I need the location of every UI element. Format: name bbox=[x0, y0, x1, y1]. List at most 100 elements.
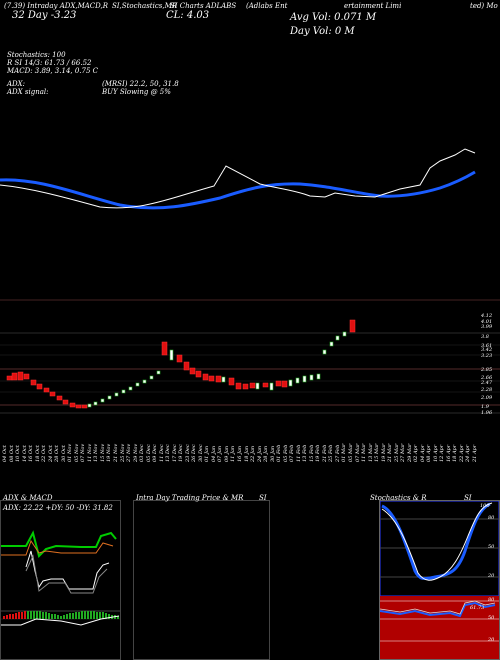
candle bbox=[36, 383, 43, 390]
rsi-white-line bbox=[380, 600, 496, 615]
macd-bar bbox=[12, 614, 14, 619]
candle bbox=[309, 374, 314, 381]
candle bbox=[135, 382, 140, 387]
date-label: 19 Mar bbox=[380, 443, 387, 462]
candle bbox=[249, 382, 256, 389]
macd-bar bbox=[102, 612, 104, 619]
price-tick: 3.99 bbox=[481, 324, 493, 330]
date-label: 05 Nov bbox=[73, 443, 80, 462]
date-label: 30 Dec bbox=[197, 444, 204, 462]
date-label: 19 Feb bbox=[315, 444, 322, 462]
header-line1-mid2: SI Charts ADLABS bbox=[170, 2, 237, 10]
close-price: CL: 4.03 bbox=[166, 10, 210, 21]
adx-values: ADX: 22.22 +DY: 50 -DY: 31.82 bbox=[3, 504, 113, 512]
date-label: 03 Dec bbox=[139, 444, 146, 462]
date-label: 18 Oct bbox=[34, 445, 41, 462]
price-tick: 2.09 bbox=[481, 395, 493, 401]
candle bbox=[87, 403, 92, 408]
adx-label: ADX: bbox=[7, 80, 26, 88]
candle bbox=[215, 375, 222, 383]
macd-bar bbox=[48, 613, 50, 619]
price-tick: 2.47 bbox=[481, 380, 493, 386]
candle bbox=[107, 395, 112, 400]
date-label: 25 Nov bbox=[119, 443, 126, 462]
macd-bar bbox=[99, 612, 101, 619]
candle bbox=[189, 367, 196, 375]
date-label: 30 Oct bbox=[60, 445, 67, 462]
macd-bar bbox=[90, 611, 92, 619]
date-label: 18 Jan bbox=[243, 445, 250, 462]
macd-white-line bbox=[25, 550, 110, 590]
candle bbox=[43, 387, 50, 393]
date-label: 08 Oct bbox=[8, 445, 15, 462]
date-label: 27 Mar bbox=[400, 443, 407, 462]
price-tick: 2.28 bbox=[481, 387, 493, 393]
candle bbox=[183, 361, 190, 371]
candle bbox=[281, 380, 288, 388]
date-label: 15 Feb bbox=[308, 444, 315, 462]
candle bbox=[322, 349, 327, 355]
date-label: 11 Feb bbox=[295, 444, 302, 462]
date-label: 28 Oct bbox=[54, 445, 61, 462]
date-label: 23 Dec bbox=[184, 444, 191, 462]
day-volume: Day Vol: 0 M bbox=[290, 26, 355, 37]
candle bbox=[342, 331, 347, 337]
candle bbox=[128, 386, 133, 391]
candle bbox=[169, 349, 174, 361]
macd-bar bbox=[18, 612, 20, 619]
date-label: 13 Mar bbox=[367, 443, 374, 462]
date-label: 16 Apr bbox=[445, 444, 452, 462]
stochastics-text: Stochastics: 100 bbox=[7, 51, 66, 59]
date-label: 25 Feb bbox=[328, 444, 335, 462]
candle bbox=[235, 382, 242, 390]
stochastics-title: Stochastics & R bbox=[370, 494, 427, 502]
date-label: 16 Jan bbox=[237, 445, 243, 462]
date-label: 29 Nov bbox=[132, 443, 139, 462]
date-label: 02 Apr bbox=[413, 444, 420, 462]
price-tick: 1.9 bbox=[481, 404, 489, 410]
rsi-tick-80: 80 bbox=[488, 597, 495, 603]
price-tick: 4.12 bbox=[481, 313, 493, 319]
macd-bar bbox=[42, 612, 44, 619]
macd-bar bbox=[15, 613, 17, 619]
candle bbox=[161, 341, 168, 356]
date-label: 15 Nov bbox=[99, 443, 106, 462]
date-label: 21 Apr bbox=[472, 444, 478, 462]
date-label: 21 Nov bbox=[112, 443, 119, 462]
candle bbox=[221, 376, 226, 383]
macd-bar bbox=[87, 611, 89, 619]
ma-blue-line bbox=[0, 170, 476, 210]
candle bbox=[30, 379, 37, 386]
date-label: 13 Feb bbox=[302, 444, 309, 462]
candle bbox=[275, 380, 282, 387]
stoch-tick-20: 20 bbox=[488, 573, 495, 579]
date-label: 18 Apr bbox=[452, 444, 459, 462]
macd-bar bbox=[6, 615, 8, 619]
candle bbox=[255, 382, 260, 390]
date-label: 01 Feb bbox=[276, 444, 283, 462]
candle bbox=[195, 370, 202, 378]
candle bbox=[17, 371, 24, 381]
buy-signal-text: BUY Slowing @ 5% bbox=[102, 88, 171, 96]
date-label: 11 Jan bbox=[230, 445, 237, 462]
date-label: 21 Mar bbox=[387, 443, 394, 462]
macd-bar bbox=[9, 614, 11, 619]
candle bbox=[121, 389, 126, 394]
candle bbox=[242, 383, 249, 390]
macd-bar bbox=[51, 614, 53, 619]
macd-bar bbox=[60, 616, 62, 619]
date-label: 07 Feb bbox=[289, 444, 296, 462]
dy-orange-line bbox=[1, 539, 114, 556]
stoch-tick-80: 80 bbox=[488, 515, 495, 521]
candle bbox=[316, 373, 321, 380]
stoch-value: 100 bbox=[480, 503, 490, 509]
stochastics-rsi-panel: Stochastics & R SI 80 50 20 100 80 50 20… bbox=[370, 494, 500, 660]
day-change: 32 Day -3.23 bbox=[12, 10, 77, 21]
adx-macd-panel: ADX & MACD ADX: 22.22 +DY: 50 -DY: 31.82 bbox=[0, 494, 121, 660]
rsi-text: R SI 14/3: 61.73 / 66.52 bbox=[7, 59, 92, 67]
candle bbox=[149, 375, 154, 380]
adx-signal-label: ADX signal: bbox=[7, 88, 49, 96]
candle bbox=[100, 398, 105, 403]
intraday-title-2: SI bbox=[259, 494, 267, 502]
intraday-title: Intra Day Trading Price & MR bbox=[136, 494, 244, 502]
